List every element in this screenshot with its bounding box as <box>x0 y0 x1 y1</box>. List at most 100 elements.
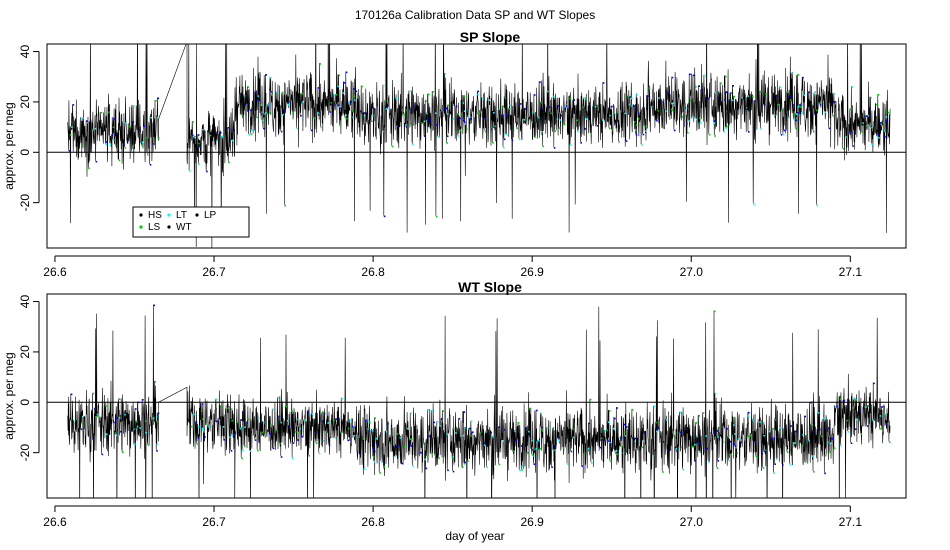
sp-slope-point <box>428 126 431 129</box>
sp-slope-point <box>657 109 659 112</box>
sp-slope-point <box>672 109 674 112</box>
sp-slope-point <box>432 91 434 93</box>
sp-slope-panel: SP Slope approx. per meg 26.6 26.7 26.8 26.… <box>2 29 907 279</box>
sp-slope-point <box>635 124 638 126</box>
sp-slope-point <box>760 90 762 93</box>
wt-slope-point <box>208 426 210 428</box>
wt-slope-point <box>394 455 397 458</box>
wt-slope-point <box>115 434 118 436</box>
wt-slope-point <box>106 433 108 435</box>
sp-slope-point <box>270 76 272 79</box>
sp-slope-point <box>866 124 868 127</box>
wt-slope-point <box>113 421 115 424</box>
sp-slope-point <box>353 88 355 90</box>
sp-slope-point <box>111 134 114 136</box>
sp-slope-point <box>504 97 507 99</box>
sp-slope-point <box>345 71 348 74</box>
sp-slope-point <box>645 130 647 132</box>
legend-label-lt: LT <box>176 210 187 221</box>
sp-slope-point <box>635 133 638 136</box>
sp-slope-point <box>862 122 864 124</box>
wt-slope-point <box>263 421 265 424</box>
wt-slope-point <box>587 447 590 450</box>
wt-slope-point <box>363 468 366 470</box>
sp-slope-point <box>414 106 417 108</box>
sp-slope-point <box>797 112 799 114</box>
sp-slope-point <box>227 127 230 129</box>
sp-slope-legend: HS LT LP LS WT <box>132 206 250 238</box>
sp-plot-frame <box>46 43 907 249</box>
sp-slope-point <box>270 91 272 93</box>
sp-slope-point <box>557 105 560 107</box>
sp-slope-point <box>265 105 268 108</box>
sp-slope-point <box>100 111 103 114</box>
sp-slope-point <box>152 143 154 145</box>
wt-slope-point <box>676 432 679 434</box>
sp-slope-point <box>799 106 802 108</box>
sp-slope-point <box>276 91 278 94</box>
wt-slope-point <box>396 432 399 435</box>
wt-slope-point <box>242 449 244 452</box>
wt-slope-point <box>353 426 355 429</box>
sp-slope-point <box>132 121 135 123</box>
sp-slope-point <box>126 140 129 142</box>
sp-slope-point <box>457 113 459 115</box>
sp-slope-point <box>355 90 358 93</box>
sp-slope-point <box>883 130 886 132</box>
sp-slope-point <box>354 99 356 101</box>
wt-slope-point <box>133 428 136 430</box>
sp-slope-point <box>345 114 347 116</box>
sp-y-tick-label: 20 <box>18 95 32 109</box>
sp-slope-point <box>725 75 727 78</box>
wt-slope-point <box>761 452 763 455</box>
wt-slope-point <box>410 412 412 415</box>
sp-slope-point <box>885 109 887 112</box>
wt-slope-point <box>859 409 861 411</box>
sp-slope-point <box>371 120 373 123</box>
wt-slope-point <box>533 463 536 465</box>
sp-slope-point <box>596 125 598 127</box>
sp-slope-point <box>832 115 834 117</box>
sp-slope-point <box>105 141 108 143</box>
wt-slope-point <box>470 420 473 423</box>
wt-slope-point <box>395 445 398 448</box>
sp-slope-point <box>726 125 728 128</box>
wt-slope-point <box>846 419 849 422</box>
sp-slope-point <box>753 203 755 205</box>
sp-slope-point <box>281 92 284 95</box>
wt-slope-point <box>452 457 454 460</box>
sp-slope-point <box>352 116 354 119</box>
wt-slope-point <box>498 426 500 428</box>
sp-slope-point <box>310 129 313 132</box>
wt-slope-point <box>680 446 683 449</box>
sp-slope-point <box>435 124 438 126</box>
sp-slope-point <box>158 137 160 139</box>
sp-slope-point <box>387 105 389 107</box>
sp-slope-point <box>113 117 116 120</box>
sp-slope-point <box>851 86 853 88</box>
sp-slope-point <box>423 120 426 123</box>
wt-slope-point <box>383 465 386 468</box>
wt-slope-point <box>864 406 867 408</box>
wt-slope-point <box>536 441 538 443</box>
wt-slope-point <box>834 406 837 408</box>
wt-slope-point <box>347 439 349 442</box>
sp-slope-point <box>338 74 341 77</box>
sp-slope-point <box>251 129 253 132</box>
wt-slope-point <box>490 431 492 434</box>
sp-slope-point <box>795 127 797 130</box>
wt-slope-point <box>713 432 715 434</box>
sp-slope-point <box>447 104 450 107</box>
sp-slope-point <box>123 144 125 146</box>
sp-slope-point <box>343 82 346 84</box>
wt-slope-point <box>464 461 466 464</box>
sp-slope-point <box>686 122 688 125</box>
wt-slope-point <box>801 444 804 447</box>
wt-slope-point <box>764 449 767 451</box>
sp-y-tick-label: -20 <box>18 194 32 212</box>
wt-slope-point <box>101 453 104 456</box>
wt-slope-point <box>515 439 518 442</box>
sp-slope-point <box>261 118 263 121</box>
wt-slope-point <box>708 461 710 463</box>
sp-slope-point <box>753 100 756 102</box>
